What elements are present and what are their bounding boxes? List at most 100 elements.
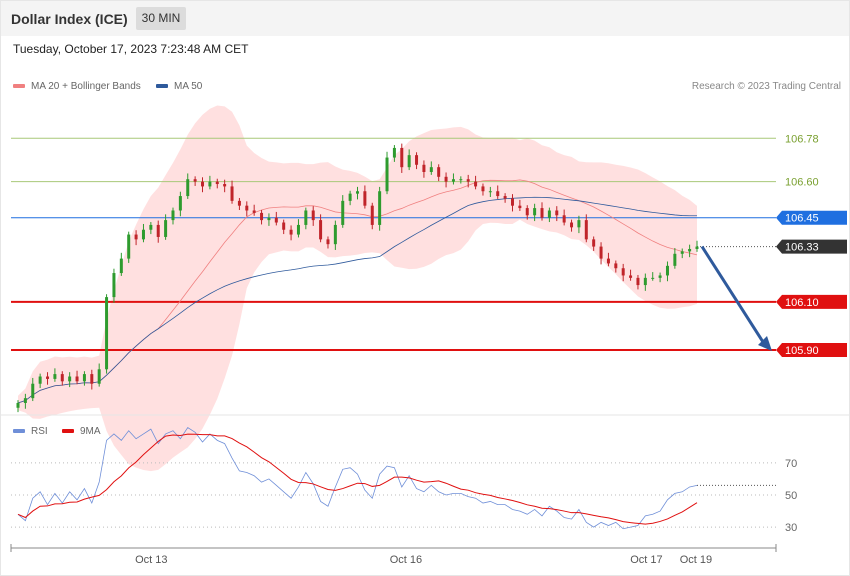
candle-body	[503, 196, 507, 199]
candle-body	[570, 222, 574, 228]
candle-body	[149, 224, 153, 230]
legend-ma9-label: 9MA	[80, 426, 101, 437]
candle-body	[525, 208, 529, 216]
candle-body	[422, 164, 426, 172]
candle-body	[481, 186, 485, 192]
candle-body	[614, 263, 618, 269]
candle-body	[429, 167, 433, 172]
price-levels	[11, 137, 776, 352]
candle-body	[304, 210, 308, 225]
legend-ma9: 9MA	[62, 426, 101, 437]
candle-body	[688, 248, 692, 252]
legend-rsi-label: RSI	[31, 426, 48, 437]
candle-body	[260, 212, 264, 221]
candle-body	[636, 277, 640, 286]
candle-body	[370, 205, 374, 225]
candle-body	[193, 179, 197, 182]
candle-body	[252, 210, 256, 213]
level-tag-106.10	[776, 294, 847, 309]
ma9-swatch	[62, 429, 74, 434]
candle-body	[533, 208, 537, 216]
candle-body	[584, 220, 588, 240]
level-label-105.90: 105.90	[785, 345, 819, 357]
candle-body	[171, 210, 175, 221]
candle-body	[444, 176, 448, 182]
candle-body	[119, 258, 123, 274]
candle-body	[178, 196, 182, 211]
candle-body	[245, 205, 249, 211]
instrument-title: Dollar Index (ICE)	[11, 11, 128, 27]
level-tag-106.45	[776, 210, 847, 225]
candle-body	[356, 191, 359, 194]
candle-body	[518, 205, 522, 209]
ma50-line	[17, 196, 698, 404]
ma50-swatch	[156, 84, 168, 89]
rsi-swatch	[13, 429, 25, 434]
moving-averages	[17, 179, 698, 404]
candle-body	[23, 398, 27, 403]
candles	[16, 143, 699, 413]
candle-body	[97, 369, 101, 384]
forecast-arrow-shaft	[700, 245, 767, 346]
candle-body	[392, 147, 396, 158]
candle-body	[474, 181, 478, 187]
candle-body	[466, 179, 470, 182]
legend-rsi: RSI	[13, 426, 48, 437]
level-label-106.45: 106.45	[785, 213, 819, 225]
candle-body	[319, 220, 323, 240]
forecast-arrow-head	[758, 336, 772, 352]
candle-body	[223, 184, 227, 187]
candle-body	[496, 191, 500, 197]
candle-body	[599, 246, 603, 259]
candle-body	[400, 147, 404, 168]
candle-body	[60, 374, 64, 382]
bollinger-band-area	[18, 105, 697, 472]
candle-body	[105, 297, 109, 370]
rsi-tick-30: 30	[785, 522, 797, 534]
legend-ma50: MA 50	[156, 81, 202, 92]
candle-body	[510, 198, 514, 206]
candle-body	[695, 246, 699, 249]
rsi-tick-50: 50	[785, 490, 797, 502]
candle-body	[296, 224, 300, 235]
level-tag-105.90	[776, 343, 847, 358]
candle-body	[415, 155, 419, 165]
bollinger-band	[18, 105, 697, 472]
candle-body	[267, 217, 271, 221]
timeframe-button[interactable]: 30 MIN	[136, 7, 186, 30]
candle-body	[606, 258, 610, 264]
rsi-line	[17, 426, 698, 530]
candle-body	[621, 268, 625, 276]
candle-body	[156, 224, 160, 237]
candle-body	[208, 181, 212, 187]
legend-ma20-label: MA 20 + Bollinger Bands	[31, 81, 141, 92]
candle-body	[112, 273, 116, 298]
forecast-arrow	[700, 245, 772, 352]
candle-body	[577, 220, 581, 228]
x-tick-label: Oct 16	[390, 554, 422, 566]
candle-body	[201, 181, 205, 187]
candle-body	[164, 220, 168, 237]
candle-body	[46, 376, 50, 379]
candle-body	[289, 229, 293, 235]
x-tick-label: Oct 13	[135, 554, 167, 566]
candle-body	[658, 275, 662, 278]
level-label-106.60: 106.60	[785, 177, 819, 189]
candle-body	[31, 383, 35, 399]
x-tick-label: Oct 17	[630, 554, 662, 566]
candle-body	[341, 200, 345, 225]
level-label-106.33: 106.33	[785, 242, 819, 254]
candle-body	[547, 210, 551, 218]
candle-body	[16, 402, 20, 408]
level-label-106.10: 106.10	[785, 297, 819, 309]
candle-body	[363, 191, 367, 206]
chart-datetime: Tuesday, October 17, 2023 7:23:48 AM CET	[13, 42, 249, 56]
candle-body	[333, 224, 337, 245]
candle-body	[555, 210, 559, 216]
rsi-tick-70: 70	[785, 458, 797, 470]
candle-body	[38, 376, 42, 384]
candle-body	[378, 191, 382, 225]
candle-body	[407, 155, 411, 168]
candle-body	[680, 251, 684, 254]
level-tag-106.33	[776, 239, 847, 254]
